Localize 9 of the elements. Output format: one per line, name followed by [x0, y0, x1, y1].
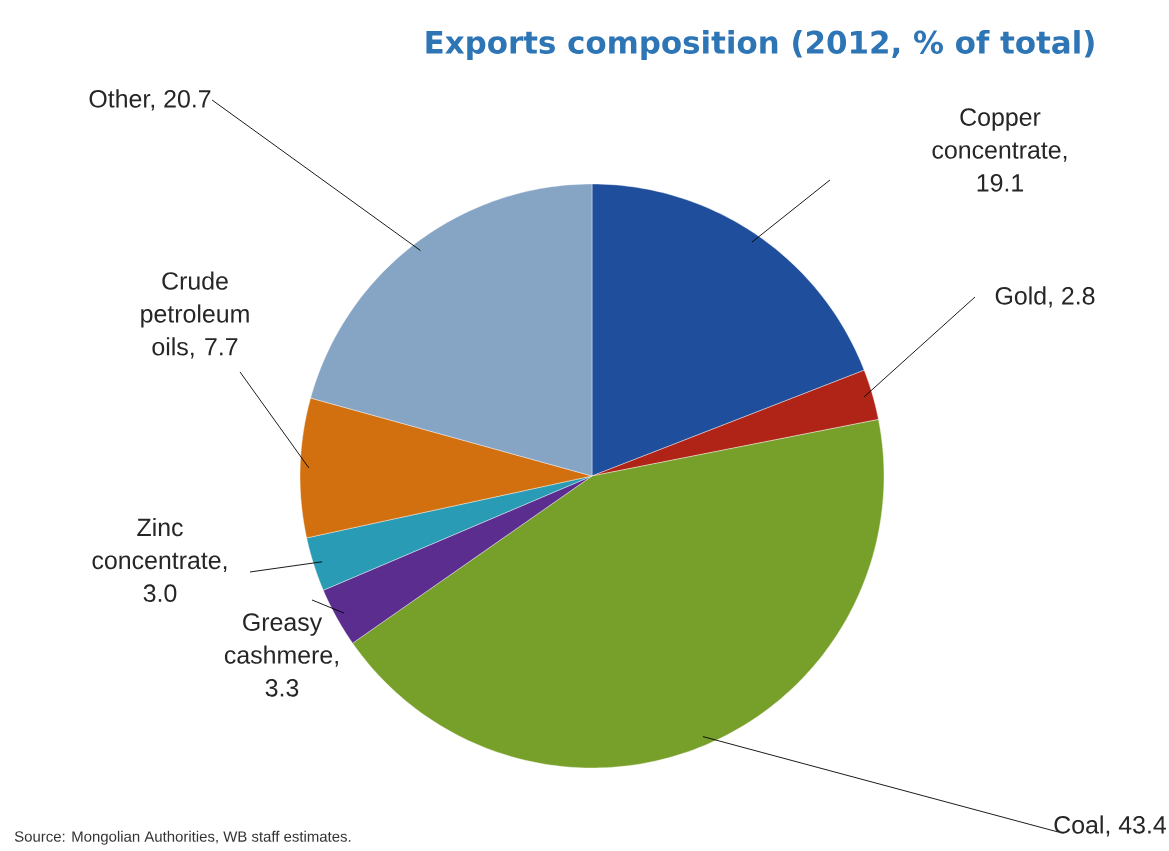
slice-label: Zinc concentrate, 3.0 — [92, 517, 227, 603]
slice-label: Other, 20.7 — [89, 89, 211, 111]
source-note: Source: Mongolian Authorities, WB staff estimates. — [14, 830, 351, 845]
slice-label: Greasy cashmere, 3.3 — [224, 613, 338, 697]
slice-label: Crude petroleum oils, 7.7 — [141, 271, 249, 359]
slice-label: Copper concentrate, 19.1 — [932, 108, 1067, 192]
slice-label: Gold, 2.8 — [995, 286, 1095, 308]
chart-title: Exports composition (2012, % of total) — [426, 30, 1094, 60]
slice-label: Coal, 43.4 — [1054, 815, 1167, 837]
